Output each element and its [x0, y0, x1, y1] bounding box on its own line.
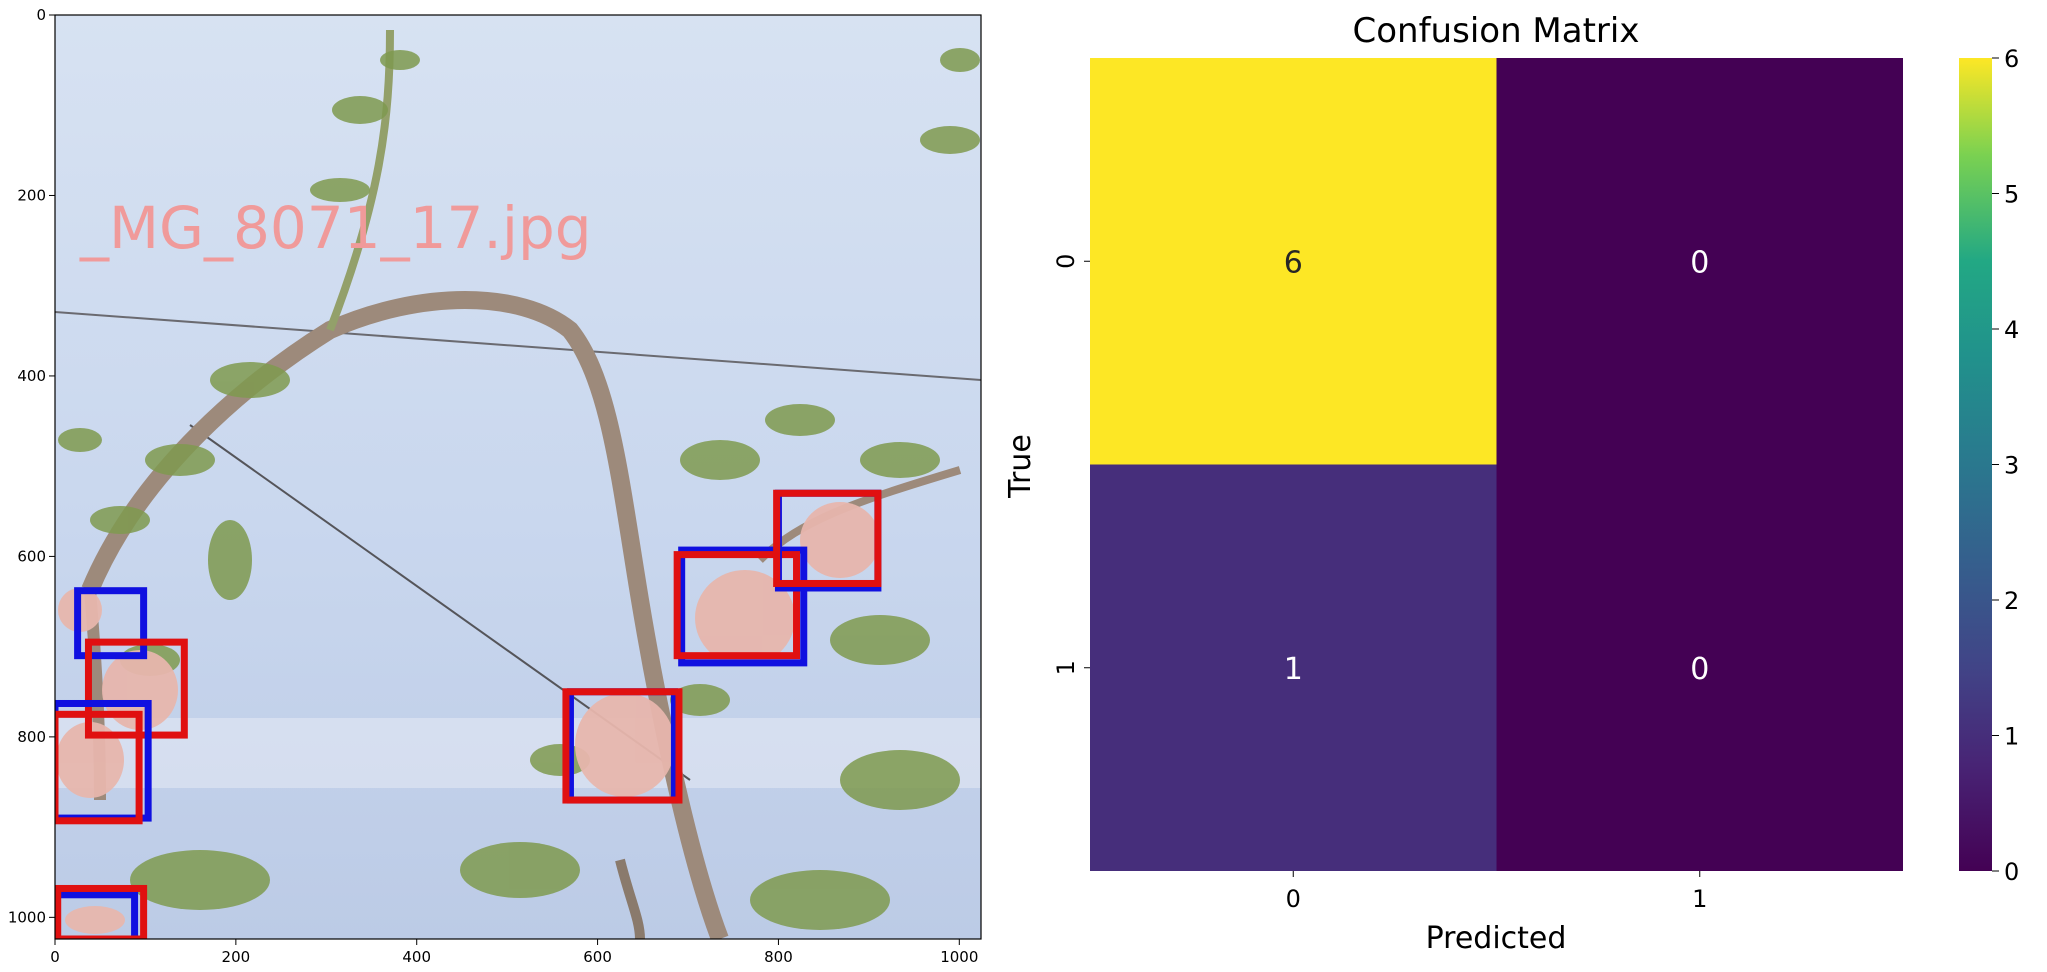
colorbar-tick-label: 1	[2004, 723, 2019, 751]
x-axis-label: Predicted	[1426, 921, 1567, 956]
heatmap-cell-0-0	[1090, 58, 1497, 465]
overlay-filename: _MG_8071_17.jpg	[79, 194, 592, 262]
photo-x-ticks: 0 200 400 600 800 1000	[50, 939, 978, 966]
colorbar-tick-label: 5	[2004, 181, 2019, 209]
photo-x-tick-label: 0	[50, 948, 60, 966]
colorbar-tick-label: 4	[2004, 316, 2019, 344]
photo-frame	[54, 14, 982, 940]
bounding-box-0	[74, 587, 148, 660]
colorbar-tick-label: 3	[2004, 452, 2019, 480]
photo-x-tick-label: 1000	[940, 948, 978, 966]
chart-title: Confusion Matrix	[1353, 11, 1640, 51]
heatmap-cell-value-1-0: 1	[1284, 652, 1303, 687]
colorbar-tick-label: 2	[2004, 587, 2019, 615]
heatmap-cell-value-0-1: 0	[1690, 245, 1709, 280]
photo-y-ticks: 0 200 400 600 800 1000	[8, 6, 55, 926]
heatmap-cell-1-0	[1090, 464, 1497, 871]
heatmap-cell-value-1-1: 0	[1690, 652, 1709, 687]
heatmap-cells: 6 0 1 0	[1090, 58, 1903, 871]
heatmap-y-ticks: 01	[1052, 254, 1090, 675]
bounding-box-8	[678, 546, 808, 667]
y-axis-label: True	[1003, 434, 1038, 499]
bounding-box-4	[55, 891, 139, 939]
heatmap-y-tick-label: 0	[1052, 254, 1080, 269]
heatmap-x-tick-label: 1	[1692, 885, 1707, 913]
heatmap-y-tick-label: 1	[1052, 660, 1080, 675]
photo-y-tick-label: 400	[17, 367, 46, 385]
photo-y-tick-label: 200	[17, 186, 46, 204]
heatmap-cell-0-1	[1496, 58, 1903, 465]
photo-panel: _MG_8071_17.jpg 0 200 400 600 800 1000 0 200 40…	[8, 6, 982, 966]
colorbar-tick-label: 6	[2004, 45, 2019, 73]
photo-y-tick-label: 0	[36, 6, 46, 24]
colorbar-ticks: 0 1 2 3 4 5 6	[1992, 45, 2019, 886]
bounding-box-9	[673, 551, 801, 660]
photo-x-tick-label: 400	[402, 948, 431, 966]
bounding-boxes	[55, 489, 882, 939]
heatmap-cell-value-0-0: 6	[1284, 245, 1303, 280]
heatmap-cell-1-1	[1496, 464, 1903, 871]
photo-x-tick-label: 200	[222, 948, 251, 966]
photo-y-tick-label: 1000	[8, 908, 46, 926]
bounding-box-5	[55, 884, 148, 939]
heatmap-x-tick-label: 0	[1286, 885, 1301, 913]
photo-x-tick-label: 800	[764, 948, 793, 966]
colorbar-tick-label: 0	[2004, 858, 2019, 886]
colorbar	[1959, 58, 1992, 871]
photo: _MG_8071_17.jpg	[55, 15, 981, 939]
bounding-box-11	[773, 489, 882, 587]
bounding-box-3	[55, 710, 143, 825]
photo-y-tick-label: 800	[17, 728, 46, 746]
photo-y-tick-label: 600	[17, 547, 46, 565]
photo-x-tick-label: 600	[583, 948, 612, 966]
bounding-box-7	[562, 688, 683, 804]
